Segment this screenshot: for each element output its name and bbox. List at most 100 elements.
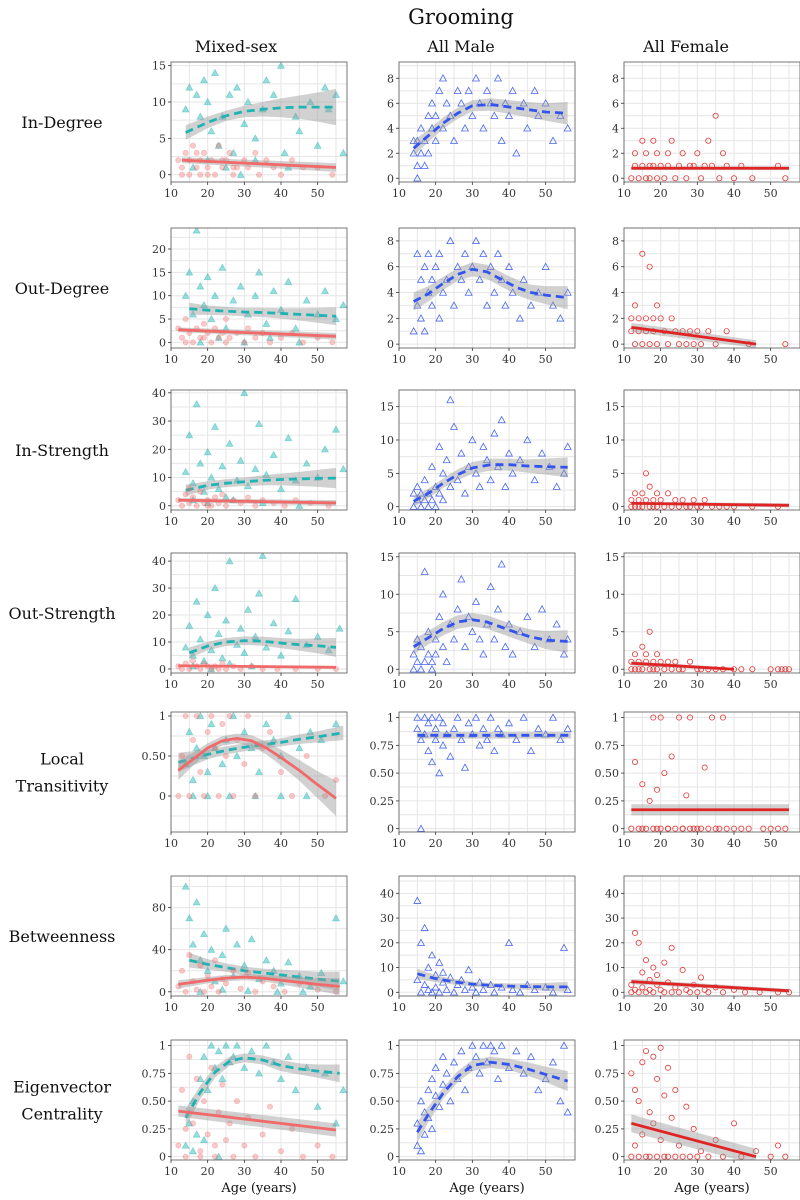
panel-out-strength-all-female: 10 20 30 40 50 0 5 10 15 bbox=[605, 551, 800, 691]
data-point bbox=[196, 338, 205, 346]
data-point bbox=[218, 759, 227, 768]
x-tick-label: 40 bbox=[502, 515, 516, 528]
data-point bbox=[420, 262, 429, 270]
y-tick-label: 0.50 bbox=[142, 1095, 167, 1108]
data-point bbox=[657, 825, 664, 832]
confidence-band bbox=[189, 636, 336, 659]
data-point bbox=[435, 86, 444, 94]
data-point bbox=[716, 825, 723, 832]
data-point bbox=[302, 791, 311, 800]
data-point bbox=[541, 262, 550, 270]
data-point bbox=[665, 825, 672, 832]
data-point bbox=[229, 712, 238, 720]
confidence-band bbox=[417, 732, 572, 739]
data-point bbox=[211, 957, 218, 964]
x-tick-label: 10 bbox=[164, 1165, 178, 1178]
data-point bbox=[534, 1085, 543, 1094]
data-point bbox=[416, 1096, 426, 1105]
row-label-out-degree: Out-Degree bbox=[15, 279, 109, 298]
data-point bbox=[632, 651, 639, 658]
data-point bbox=[219, 164, 226, 171]
data-point bbox=[519, 275, 528, 283]
data-point bbox=[694, 1153, 701, 1160]
data-point bbox=[438, 469, 448, 477]
data-point bbox=[672, 825, 679, 832]
panel-frame bbox=[170, 552, 348, 674]
data-point bbox=[225, 90, 234, 98]
data-point bbox=[302, 296, 311, 304]
data-point bbox=[254, 589, 264, 597]
y-tick-label: 40 bbox=[152, 555, 166, 568]
data-point bbox=[247, 1046, 256, 1055]
data-point bbox=[269, 286, 278, 295]
data-point bbox=[204, 502, 211, 509]
x-tick-label: 20 bbox=[654, 1165, 668, 1178]
data-point bbox=[449, 422, 459, 430]
panel-in-degree-mixed-sex: 10 20 30 40 50 0 5 10 15 bbox=[152, 60, 348, 200]
panel-eigenvector-centrality-all-male: 10 20 30 40 50 0 0.25 0.50 0.75 1 Age (years) bbox=[370, 1040, 576, 1196]
data-point bbox=[241, 1142, 248, 1149]
panel-frame bbox=[170, 875, 348, 997]
data-point bbox=[182, 1153, 189, 1160]
data-point bbox=[460, 642, 470, 650]
confidence-band bbox=[185, 467, 336, 496]
y-tick-label: 15 bbox=[152, 266, 166, 279]
data-point bbox=[331, 719, 341, 728]
data-point bbox=[203, 791, 212, 800]
data-point bbox=[559, 469, 569, 477]
y-tick-label: 0 bbox=[387, 823, 394, 836]
data-point bbox=[243, 97, 253, 106]
data-point bbox=[464, 965, 473, 974]
data-point bbox=[668, 989, 675, 996]
data-point bbox=[449, 301, 459, 309]
x-tick-label: 20 bbox=[654, 837, 668, 850]
data-point bbox=[222, 1137, 229, 1144]
data-point bbox=[252, 1153, 259, 1160]
series-female bbox=[628, 1044, 789, 1160]
data-point bbox=[628, 1153, 635, 1160]
series-female bbox=[628, 250, 789, 348]
data-point bbox=[453, 262, 462, 270]
data-point bbox=[244, 325, 251, 332]
data-point bbox=[427, 1124, 437, 1133]
data-point bbox=[490, 288, 499, 296]
series-female bbox=[628, 112, 789, 182]
data-point bbox=[192, 1130, 201, 1138]
x-tick-label: 30 bbox=[465, 678, 479, 691]
y-tick-label: 0.75 bbox=[595, 1067, 620, 1080]
data-point bbox=[265, 333, 275, 341]
data-point bbox=[299, 1153, 306, 1160]
data-point bbox=[232, 1041, 242, 1049]
data-point bbox=[646, 483, 653, 490]
data-point bbox=[435, 988, 444, 996]
data-point bbox=[214, 1046, 223, 1055]
data-point bbox=[639, 490, 646, 497]
data-point bbox=[460, 1085, 470, 1094]
data-point bbox=[251, 134, 260, 142]
y-tick-label: 10 bbox=[152, 636, 166, 649]
data-point bbox=[486, 99, 495, 107]
fit-line bbox=[178, 1109, 337, 1132]
y-tick-label: 20 bbox=[152, 609, 166, 622]
data-point bbox=[284, 163, 293, 171]
row-label-in-degree: In-Degree bbox=[21, 113, 102, 132]
x-tick-label: 20 bbox=[201, 515, 215, 528]
data-point bbox=[694, 328, 701, 335]
panel-out-degree-all-male: 10 20 30 40 50 0 2 4 6 8 bbox=[387, 227, 576, 366]
data-point bbox=[244, 713, 251, 720]
x-tick-label: 50 bbox=[539, 187, 553, 200]
x-tick-label: 10 bbox=[392, 837, 406, 850]
data-point bbox=[199, 1135, 209, 1144]
x-tick-label: 40 bbox=[727, 1001, 741, 1014]
x-tick-label: 20 bbox=[654, 187, 668, 200]
panel-local-transitivity-all-female: 10 20 30 40 50 0 0.25 0.50 0.75 1 bbox=[595, 712, 800, 850]
panel-frame bbox=[398, 227, 576, 349]
y-tick-label: 0 bbox=[612, 501, 619, 514]
data-point bbox=[306, 97, 315, 106]
data-point bbox=[519, 1069, 528, 1077]
x-tick-label: 50 bbox=[539, 678, 553, 691]
data-point bbox=[635, 175, 642, 182]
data-point bbox=[427, 1074, 437, 1083]
x-tick-label: 30 bbox=[237, 837, 251, 850]
confidence-band bbox=[178, 725, 344, 772]
